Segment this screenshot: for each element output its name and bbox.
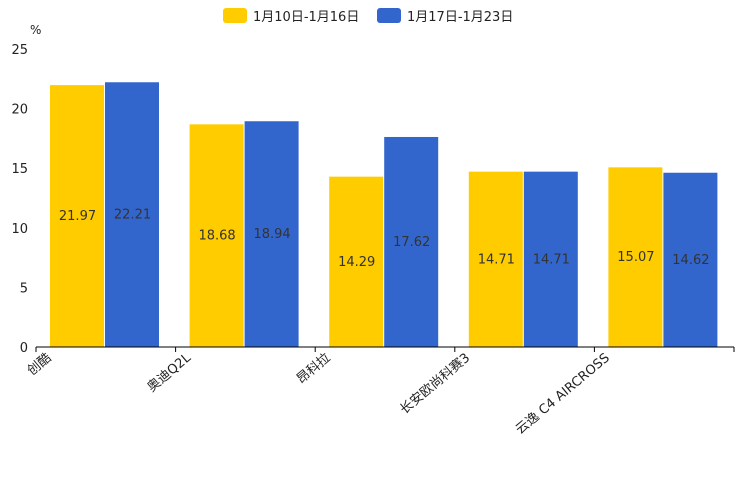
bar-week1 bbox=[189, 124, 244, 347]
y-axis-unit-label: % bbox=[30, 23, 41, 37]
x-axis-ticks bbox=[35, 347, 735, 352]
bar-value-label: 14.62 bbox=[672, 253, 709, 268]
x-axis-labels: 创酷 奥迪Q2L 昂科拉 长安欧尚科赛3 云逸 C4 AIRCROSS bbox=[25, 350, 613, 438]
bar-week2 bbox=[384, 136, 439, 347]
y-tick-label: 20 bbox=[11, 103, 28, 118]
x-category-label: 创酷 bbox=[25, 351, 55, 379]
bar-value-label: 14.71 bbox=[533, 252, 570, 267]
x-category-label: 云逸 C4 AIRCROSS bbox=[513, 351, 613, 438]
y-tick-label: 0 bbox=[20, 341, 28, 356]
bar-week1 bbox=[608, 167, 663, 347]
legend-swatch[interactable] bbox=[223, 8, 247, 23]
bar-value-label: 18.94 bbox=[253, 227, 290, 242]
legend-swatch[interactable] bbox=[377, 8, 401, 23]
legend-label[interactable]: 1月17日-1月23日 bbox=[407, 10, 513, 25]
bar-value-label: 17.62 bbox=[393, 235, 430, 250]
bar-value-label: 15.07 bbox=[617, 250, 654, 265]
x-category-label: 奥迪Q2L bbox=[145, 350, 195, 395]
bar-value-label: 14.71 bbox=[478, 252, 515, 267]
bar-week2 bbox=[663, 172, 718, 347]
x-category-label: 昂科拉 bbox=[294, 351, 334, 388]
data-labels: 21.97 22.21 18.68 18.94 14.29 17.62 14.71 14.71… bbox=[59, 208, 710, 270]
legend: 1月10日-1月16日 1月17日-1月23日 bbox=[223, 8, 513, 25]
bar-week1 bbox=[468, 171, 523, 347]
bar-week2 bbox=[244, 121, 299, 347]
bar-value-label: 22.21 bbox=[114, 208, 151, 223]
bars bbox=[50, 82, 718, 347]
bar-week2 bbox=[523, 171, 578, 347]
legend-label[interactable]: 1月10日-1月16日 bbox=[253, 10, 359, 25]
bar-week2 bbox=[105, 82, 159, 347]
y-tick-label: 25 bbox=[11, 43, 28, 58]
bar-week1 bbox=[50, 85, 104, 347]
bar-value-label: 14.29 bbox=[338, 255, 375, 270]
x-category-label: 长安欧尚科赛3 bbox=[397, 350, 473, 418]
y-axis-ticks: 0 5 10 15 20 25 bbox=[11, 43, 28, 356]
bar-value-label: 18.68 bbox=[198, 229, 235, 244]
bar-value-label: 21.97 bbox=[59, 209, 96, 224]
y-tick-label: 10 bbox=[11, 222, 28, 237]
bar-week1 bbox=[329, 176, 384, 347]
y-tick-label: 15 bbox=[11, 162, 28, 177]
y-tick-label: 5 bbox=[20, 281, 28, 296]
